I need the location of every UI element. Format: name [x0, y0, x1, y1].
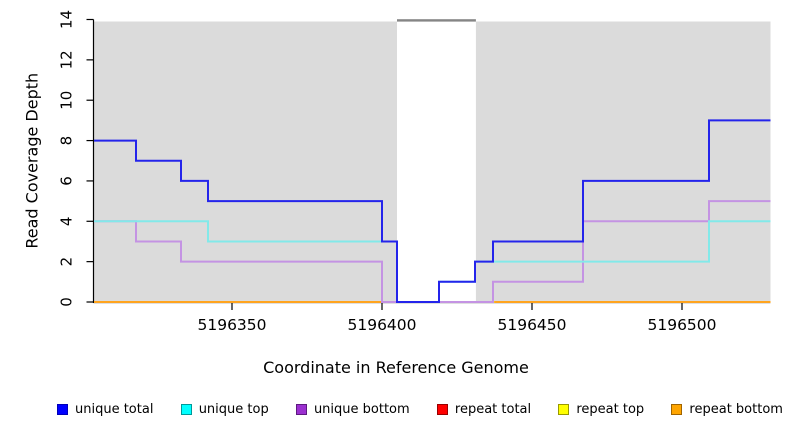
legend-label: repeat total — [454, 401, 532, 417]
legend-label: unique bottom — [313, 401, 410, 417]
repeat-region-marker — [397, 19, 476, 22]
x-tick-label: 5196350 — [197, 316, 266, 334]
x-tick-label: 5196450 — [497, 316, 566, 334]
legend-item-repeat-total: repeat total — [436, 401, 532, 417]
legend-label: unique top — [198, 401, 269, 417]
legend-label: repeat top — [576, 401, 645, 417]
legend-item-unique-total: unique total — [57, 402, 153, 417]
y-tick-label: 12 — [58, 50, 76, 69]
x-tick-label: 5196400 — [347, 316, 416, 334]
unique-region-shading — [475, 21, 771, 303]
y-tick-label: 2 — [58, 257, 76, 267]
coverage-plot: 0 2 4 6 8 10 12 14 5196350 5196400 5196450 5196500 R… — [23, 10, 771, 334]
x-tick-label: 5196500 — [647, 316, 716, 334]
legend-swatch-icon — [436, 403, 448, 415]
legend-item-repeat-bottom: repeat bottom — [671, 402, 783, 417]
series-line-unique-total — [94, 119, 771, 303]
legend-swatch-icon — [671, 403, 683, 415]
y-tick-label: 0 — [58, 297, 76, 307]
legend-item-repeat-top: repeat top — [558, 402, 644, 417]
y-tick-label: 10 — [58, 91, 76, 110]
y-tick-label: 4 — [58, 217, 76, 227]
legend-label: repeat bottom — [689, 401, 783, 417]
legend: unique total unique top unique bottom repea… — [57, 399, 783, 419]
y-tick-label: 8 — [58, 136, 76, 146]
legend-swatch-icon — [180, 403, 192, 415]
legend-swatch-icon — [57, 403, 68, 415]
y-axis-title: Read Coverage Depth — [23, 73, 42, 249]
x-axis-title: Coordinate in Reference Genome — [263, 358, 529, 377]
unique-region-shading — [94, 21, 397, 303]
legend-label: unique total — [75, 401, 154, 417]
y-tick-label: 6 — [58, 176, 76, 186]
legend-item-unique-top: unique top — [180, 401, 269, 417]
legend-item-unique-bottom: unique bottom — [295, 401, 410, 417]
legend-swatch-icon — [558, 403, 570, 415]
legend-swatch-icon — [295, 403, 307, 415]
y-tick-label: 14 — [58, 10, 76, 29]
